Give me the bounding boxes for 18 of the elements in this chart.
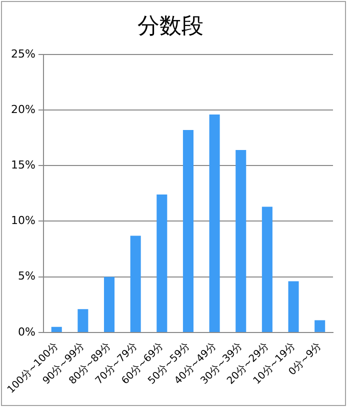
bar bbox=[78, 309, 88, 332]
bar bbox=[182, 130, 194, 332]
bar bbox=[156, 194, 168, 332]
bar bbox=[130, 236, 141, 332]
bar bbox=[209, 114, 220, 332]
bar bbox=[288, 281, 299, 332]
y-tick-label: 5% bbox=[18, 270, 36, 283]
bar bbox=[104, 276, 115, 332]
bar bbox=[51, 326, 62, 332]
y-tick-label: 15% bbox=[10, 158, 36, 172]
y-tick-label: 0% bbox=[18, 325, 36, 338]
y-tick-label: 10% bbox=[10, 214, 36, 228]
y-tick-label: 20% bbox=[10, 102, 36, 116]
chart-title: 分数段 bbox=[138, 12, 204, 38]
bar bbox=[314, 320, 326, 332]
y-tick-label: 25% bbox=[10, 47, 36, 60]
bar bbox=[262, 206, 272, 332]
bar bbox=[236, 150, 246, 332]
